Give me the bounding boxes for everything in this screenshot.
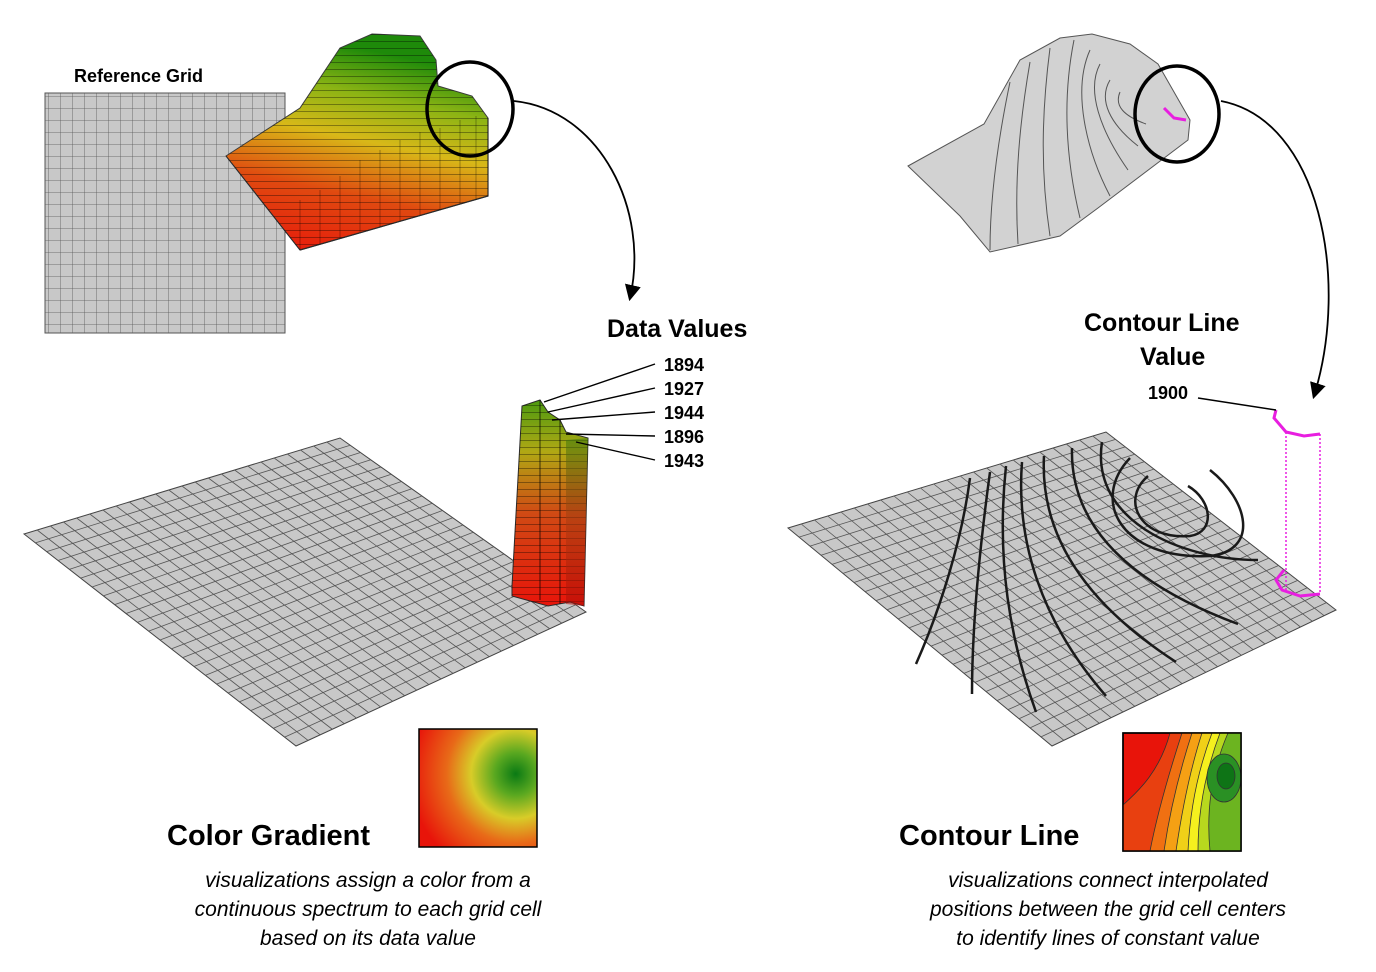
- data-value-4: 1896: [664, 427, 705, 447]
- reference-grid: [44, 92, 286, 334]
- callout-arrow: [513, 100, 641, 302]
- contour-surface: [907, 33, 1191, 253]
- contour-lines: [914, 441, 1259, 713]
- data-value-2: 1927: [664, 379, 705, 399]
- data-value-3: 1944: [664, 403, 705, 423]
- highlight-circle-right: [1133, 64, 1221, 164]
- data-value-leaders: [543, 363, 656, 461]
- contour-line-heading: Contour Line: [899, 820, 1080, 852]
- contour-value-marker: [1272, 409, 1321, 598]
- contour-value-title-line1: Contour Line: [1084, 309, 1240, 337]
- data-value-bars: [511, 399, 589, 607]
- terrain-block: [225, 33, 489, 251]
- color-gradient-heading: Color Gradient: [167, 820, 371, 852]
- contour-line-caption: visualizations connect interpolated posi…: [929, 869, 1287, 950]
- color-gradient-swatch: [418, 728, 538, 848]
- contour-value-title-line2: Value: [1140, 343, 1206, 371]
- iso-grid-lines: [35, 441, 576, 741]
- data-values-title: Data Values: [607, 315, 748, 343]
- color-gradient-caption: visualizations assign a color from a con…: [194, 869, 542, 950]
- contour-value-leader: [1197, 397, 1277, 411]
- callout-arrow-right: [1220, 100, 1330, 400]
- data-value-1: 1894: [664, 355, 705, 375]
- reference-grid-label: Reference Grid: [74, 66, 204, 86]
- highlight-circle: [425, 60, 515, 158]
- contour-line-swatch: [1122, 732, 1242, 852]
- data-value-5: 1943: [664, 451, 705, 471]
- contour-value: 1900: [1148, 383, 1189, 403]
